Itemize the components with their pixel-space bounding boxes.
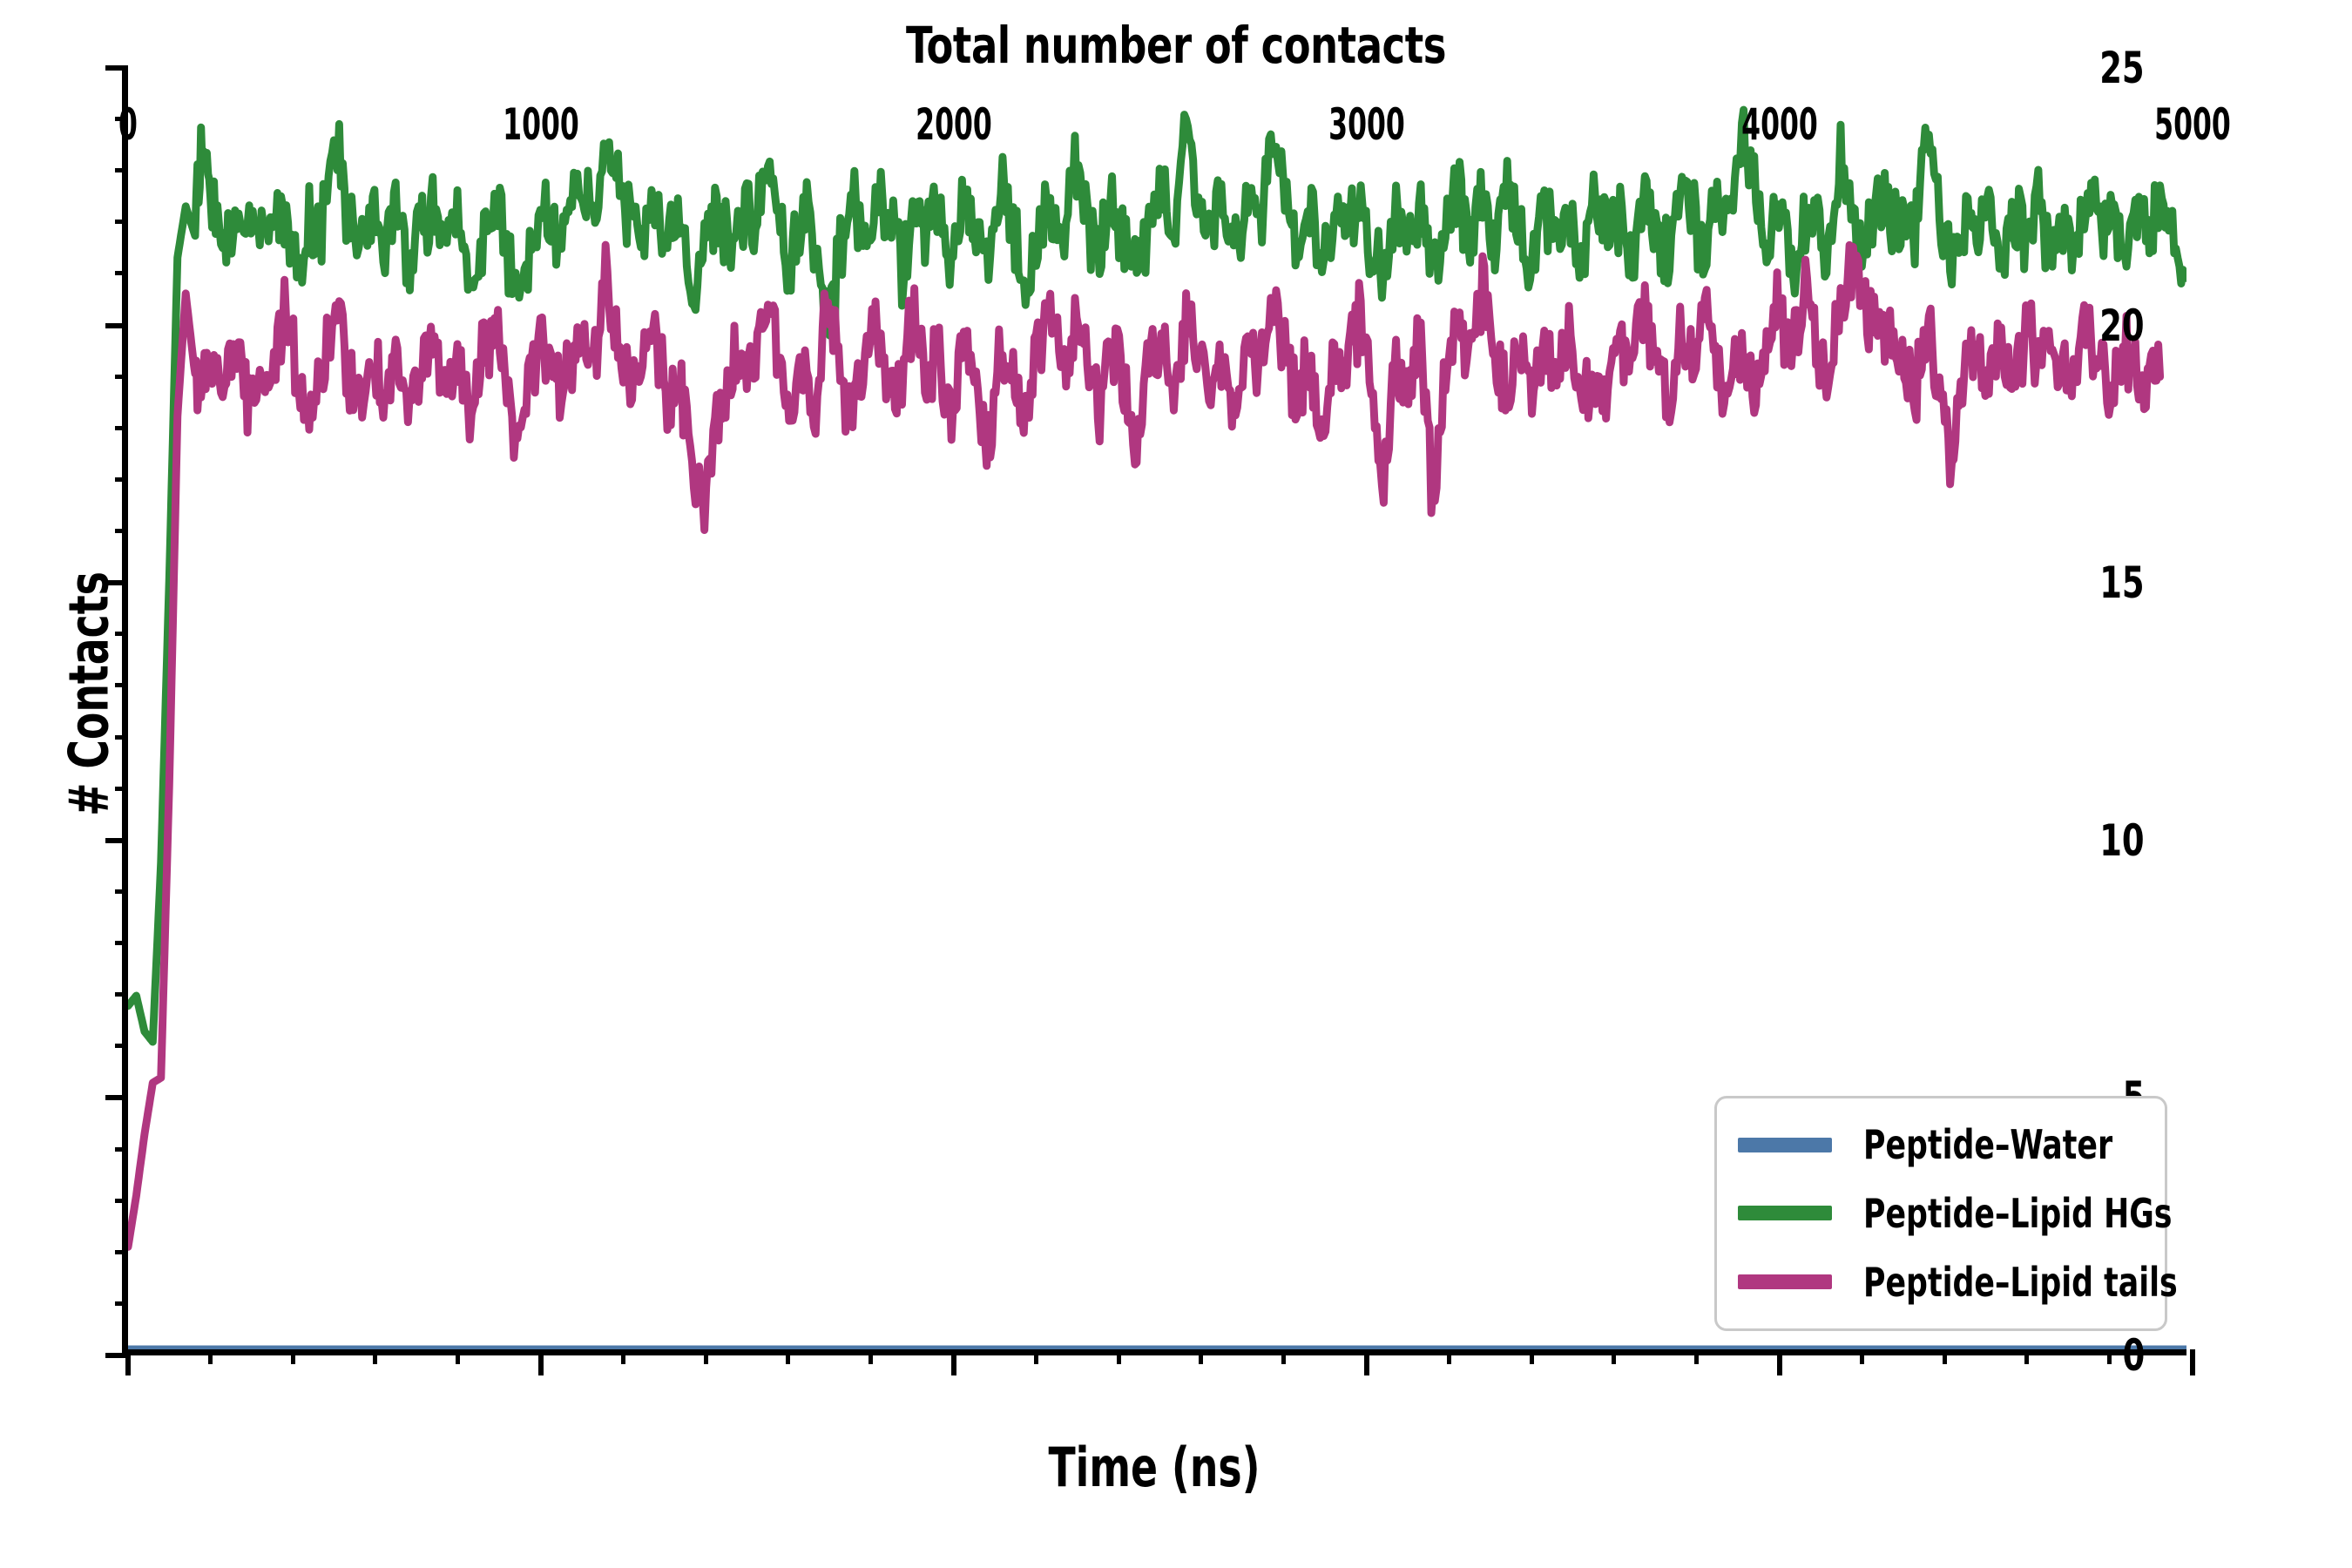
x-tick-minor (1942, 1349, 1947, 1364)
legend-label: Peptide–Water (1863, 1121, 2113, 1169)
x-tick-label: 3000 (1328, 99, 1405, 150)
y-tick-label: 25 (2099, 43, 2145, 93)
y-tick-label: 15 (2099, 558, 2145, 609)
x-tick-minor (786, 1349, 791, 1364)
y-tick-major (105, 65, 128, 71)
x-tick-minor (1694, 1349, 1700, 1364)
y-tick-minor (115, 476, 128, 482)
y-tick-minor (115, 425, 128, 430)
x-tick-label: 4000 (1741, 99, 1818, 150)
x-tick-minor (1859, 1349, 1864, 1364)
x-tick-major (2190, 1349, 2195, 1375)
x-tick-minor (2024, 1349, 2030, 1364)
x-tick-major (125, 1349, 131, 1375)
y-tick-minor (115, 374, 128, 379)
x-tick-minor (1199, 1349, 1204, 1364)
y-tick-minor (115, 117, 128, 122)
y-tick-label: 10 (2099, 814, 2145, 866)
x-tick-minor (1529, 1349, 1534, 1364)
legend-item[interactable]: Peptide–Water (1717, 1118, 2165, 1172)
x-tick-minor (703, 1349, 708, 1364)
y-tick-minor (115, 1044, 128, 1049)
y-tick-minor (115, 889, 128, 894)
x-tick-label: 5000 (2154, 99, 2231, 150)
legend: Peptide–Water Peptide–Lipid HGs Peptide–Li… (1714, 1096, 2178, 1331)
x-tick-minor (456, 1349, 461, 1364)
x-tick-minor (1446, 1349, 1451, 1364)
x-tick-label: 1000 (503, 99, 579, 150)
y-tick-major (105, 580, 128, 586)
y-tick-minor (115, 992, 128, 997)
y-tick-label: 20 (2099, 300, 2145, 351)
legend-swatch (1738, 1206, 1832, 1221)
y-tick-minor (115, 941, 128, 946)
x-tick-minor (868, 1349, 874, 1364)
x-tick-minor (1281, 1349, 1287, 1364)
x-tick-minor (1033, 1349, 1038, 1364)
legend-swatch (1738, 1274, 1832, 1290)
y-tick-minor (115, 1249, 128, 1254)
y-tick-minor (115, 220, 128, 225)
y-tick-major (105, 1353, 128, 1358)
series-line (128, 240, 2165, 1251)
x-tick-label: 0 (118, 99, 138, 150)
x-tick-minor (1116, 1349, 1121, 1364)
x-tick-major (538, 1349, 544, 1375)
y-tick-minor (115, 1301, 128, 1306)
page-title: Total number of contacts (905, 16, 1447, 75)
y-tick-minor (115, 529, 128, 534)
x-tick-minor (290, 1349, 295, 1364)
y-tick-minor (115, 271, 128, 276)
plot-clip (128, 68, 2186, 1349)
x-tick-major (951, 1349, 956, 1375)
y-tick-minor (115, 683, 128, 688)
series-canvas (128, 105, 2186, 1349)
y-axis-title: # Contacts (57, 571, 121, 816)
x-tick-minor (1612, 1349, 1617, 1364)
legend-swatch (1738, 1137, 1832, 1152)
x-axis-title: Time (ns) (1048, 1436, 1260, 1499)
y-tick-major (105, 322, 128, 328)
x-tick-major (1364, 1349, 1369, 1375)
x-tick-minor (207, 1349, 213, 1364)
y-tick-minor (115, 632, 128, 637)
series-line (128, 105, 2186, 1046)
legend-item[interactable]: Peptide–Lipid HGs (1717, 1186, 2172, 1240)
legend-item[interactable]: Peptide–Lipid tails (1717, 1255, 2178, 1309)
y-tick-minor (115, 168, 128, 173)
y-tick-minor (115, 734, 128, 740)
x-tick-label: 2000 (916, 99, 992, 150)
x-tick-major (1777, 1349, 1782, 1375)
y-tick-major (105, 1095, 128, 1101)
x-tick-minor (620, 1349, 625, 1364)
y-tick-label: 0 (2122, 1330, 2145, 1381)
y-tick-major (105, 837, 128, 843)
y-tick-minor (115, 786, 128, 791)
x-tick-minor (373, 1349, 378, 1364)
legend-label: Peptide–Lipid HGs (1863, 1189, 2173, 1237)
y-tick-minor (115, 1198, 128, 1203)
legend-label: Peptide–Lipid tails (1863, 1258, 2178, 1306)
y-tick-minor (115, 1146, 128, 1152)
x-tick-minor (2107, 1349, 2112, 1364)
